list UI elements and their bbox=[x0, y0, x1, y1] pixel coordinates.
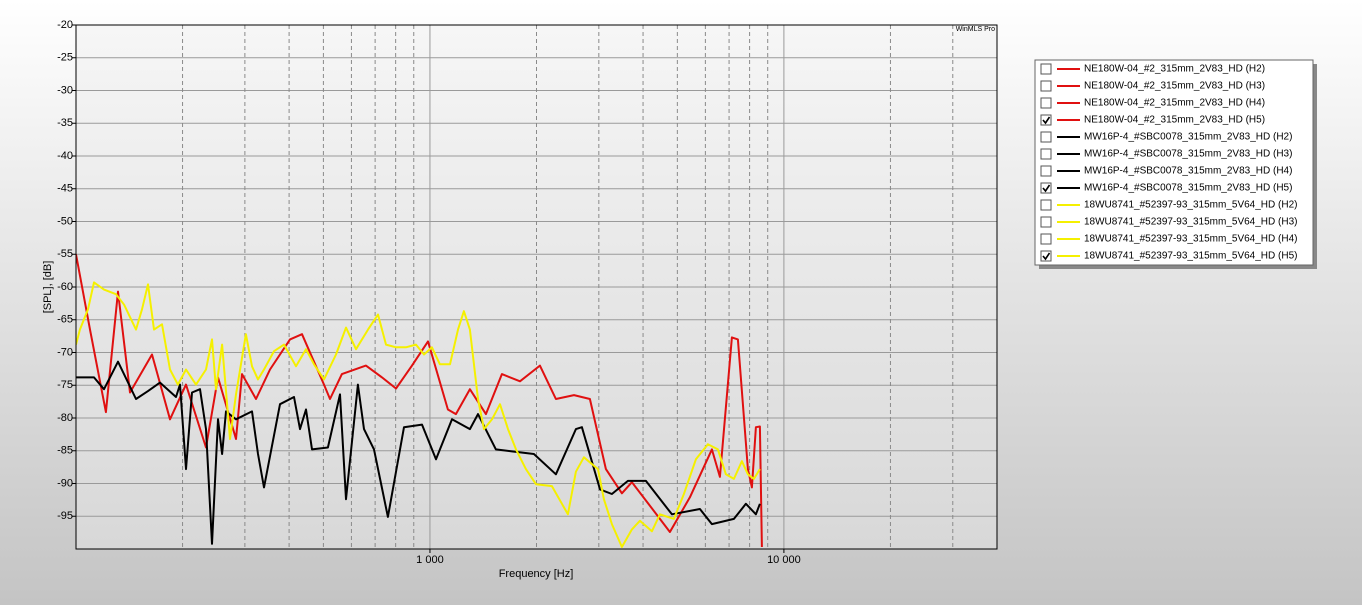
legend-label: MW16P-4_#SBC0078_315mm_2V83_HD (H5) bbox=[1084, 183, 1292, 194]
series-line bbox=[76, 281, 761, 548]
series-line bbox=[76, 360, 761, 545]
y-tick-label: -65 bbox=[57, 314, 73, 326]
check-mark bbox=[1042, 116, 1051, 125]
legend-checkbox[interactable] bbox=[1040, 233, 1052, 245]
legend-label: MW16P-4_#SBC0078_315mm_2V83_HD (H3) bbox=[1084, 149, 1292, 160]
legend-checkbox[interactable] bbox=[1040, 216, 1052, 228]
legend-label: 18WU8741_#52397-93_315mm_5V64_HD (H4) bbox=[1084, 234, 1297, 245]
watermark: WinMLS Pro bbox=[956, 26, 995, 33]
legend-label: MW16P-4_#SBC0078_315mm_2V83_HD (H2) bbox=[1084, 132, 1292, 143]
check-mark bbox=[1042, 252, 1051, 261]
x-axis-title: Frequency [Hz] bbox=[499, 568, 574, 580]
y-tick-label: -90 bbox=[57, 477, 73, 489]
y-tick-label: -55 bbox=[57, 248, 73, 260]
x-tick-label: 1 000 bbox=[416, 554, 444, 566]
legend-label: NE180W-04_#2_315mm_2V83_HD (H4) bbox=[1084, 98, 1265, 109]
legend-label: 18WU8741_#52397-93_315mm_5V64_HD (H3) bbox=[1084, 217, 1297, 228]
y-tick-label: -50 bbox=[57, 215, 73, 227]
y-tick-label: -40 bbox=[57, 150, 73, 162]
y-tick-label: -45 bbox=[57, 183, 73, 195]
y-tick-label: -80 bbox=[57, 412, 73, 424]
legend bbox=[1034, 59, 1314, 266]
y-tick-label: -30 bbox=[57, 84, 73, 96]
legend-checkbox[interactable] bbox=[1040, 148, 1052, 160]
y-tick-label: -70 bbox=[57, 346, 73, 358]
y-tick-label: -25 bbox=[57, 52, 73, 64]
legend-checkbox[interactable] bbox=[1040, 165, 1052, 177]
legend-label: 18WU8741_#52397-93_315mm_5V64_HD (H2) bbox=[1084, 200, 1297, 211]
check-mark bbox=[1042, 184, 1051, 193]
legend-label: NE180W-04_#2_315mm_2V83_HD (H5) bbox=[1084, 115, 1265, 126]
y-axis-title: [SPL], [dB] bbox=[42, 261, 54, 314]
y-tick-label: -95 bbox=[57, 510, 73, 522]
y-tick-label: -85 bbox=[57, 445, 73, 457]
legend-checkbox[interactable] bbox=[1040, 199, 1052, 211]
legend-checkbox[interactable] bbox=[1040, 250, 1052, 262]
legend-checkbox[interactable] bbox=[1040, 97, 1052, 109]
legend-label: NE180W-04_#2_315mm_2V83_HD (H3) bbox=[1084, 81, 1265, 92]
y-tick-label: -60 bbox=[57, 281, 73, 293]
legend-checkbox[interactable] bbox=[1040, 182, 1052, 194]
x-tick-label: 10 000 bbox=[767, 554, 801, 566]
legend-label: MW16P-4_#SBC0078_315mm_2V83_HD (H4) bbox=[1084, 166, 1292, 177]
legend-label: 18WU8741_#52397-93_315mm_5V64_HD (H5) bbox=[1084, 251, 1297, 262]
legend-label: NE180W-04_#2_315mm_2V83_HD (H2) bbox=[1084, 64, 1265, 75]
y-tick-label: -35 bbox=[57, 117, 73, 129]
legend-checkbox[interactable] bbox=[1040, 80, 1052, 92]
legend-checkbox[interactable] bbox=[1040, 114, 1052, 126]
legend-checkbox[interactable] bbox=[1040, 63, 1052, 75]
y-tick-label: -20 bbox=[57, 19, 73, 31]
y-tick-label: -75 bbox=[57, 379, 73, 391]
legend-checkbox[interactable] bbox=[1040, 131, 1052, 143]
